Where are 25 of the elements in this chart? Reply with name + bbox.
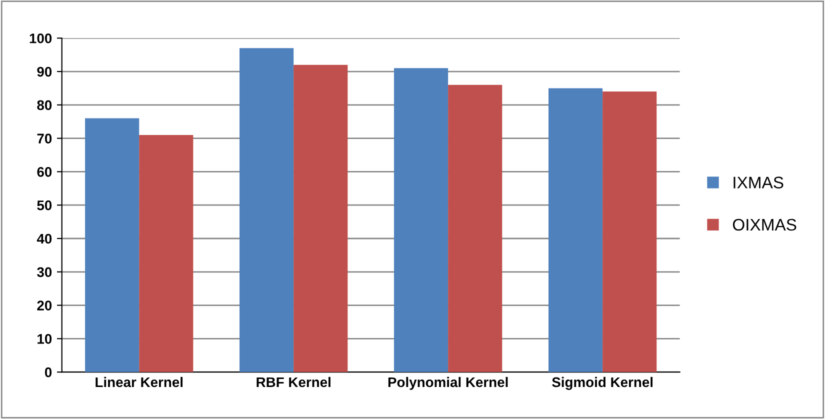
x-tick-label: Sigmoid Kernel (552, 376, 653, 390)
bar (139, 134, 194, 372)
bar (240, 48, 294, 372)
bar (448, 84, 502, 372)
y-tick-label: 70 (37, 134, 52, 144)
x-tick-label: Linear Kernel (96, 376, 183, 388)
x-tick-label: RBF Kernel (256, 376, 330, 388)
legend-label: IXMAS (734, 176, 784, 188)
bar (85, 118, 140, 372)
y-tick-label: 10 (38, 334, 52, 344)
bar (548, 88, 603, 372)
y-tick-label: 30 (37, 267, 52, 278)
x-tick-label: Polynomial Kernel (388, 376, 508, 390)
y-tick-label: 40 (36, 234, 52, 244)
bar (394, 68, 448, 372)
y-tick-label: 20 (37, 300, 52, 310)
y-tick-label: 50 (37, 200, 52, 210)
bar (294, 64, 348, 372)
bar (602, 92, 657, 372)
y-tick-label: 100 (30, 33, 52, 44)
y-tick-label: 60 (37, 167, 52, 177)
y-tick-label: 80 (37, 100, 52, 110)
y-tick-label: 90 (37, 66, 52, 77)
y-tick-label: 0 (44, 367, 52, 378)
legend-label: OIXMAS (732, 218, 796, 231)
